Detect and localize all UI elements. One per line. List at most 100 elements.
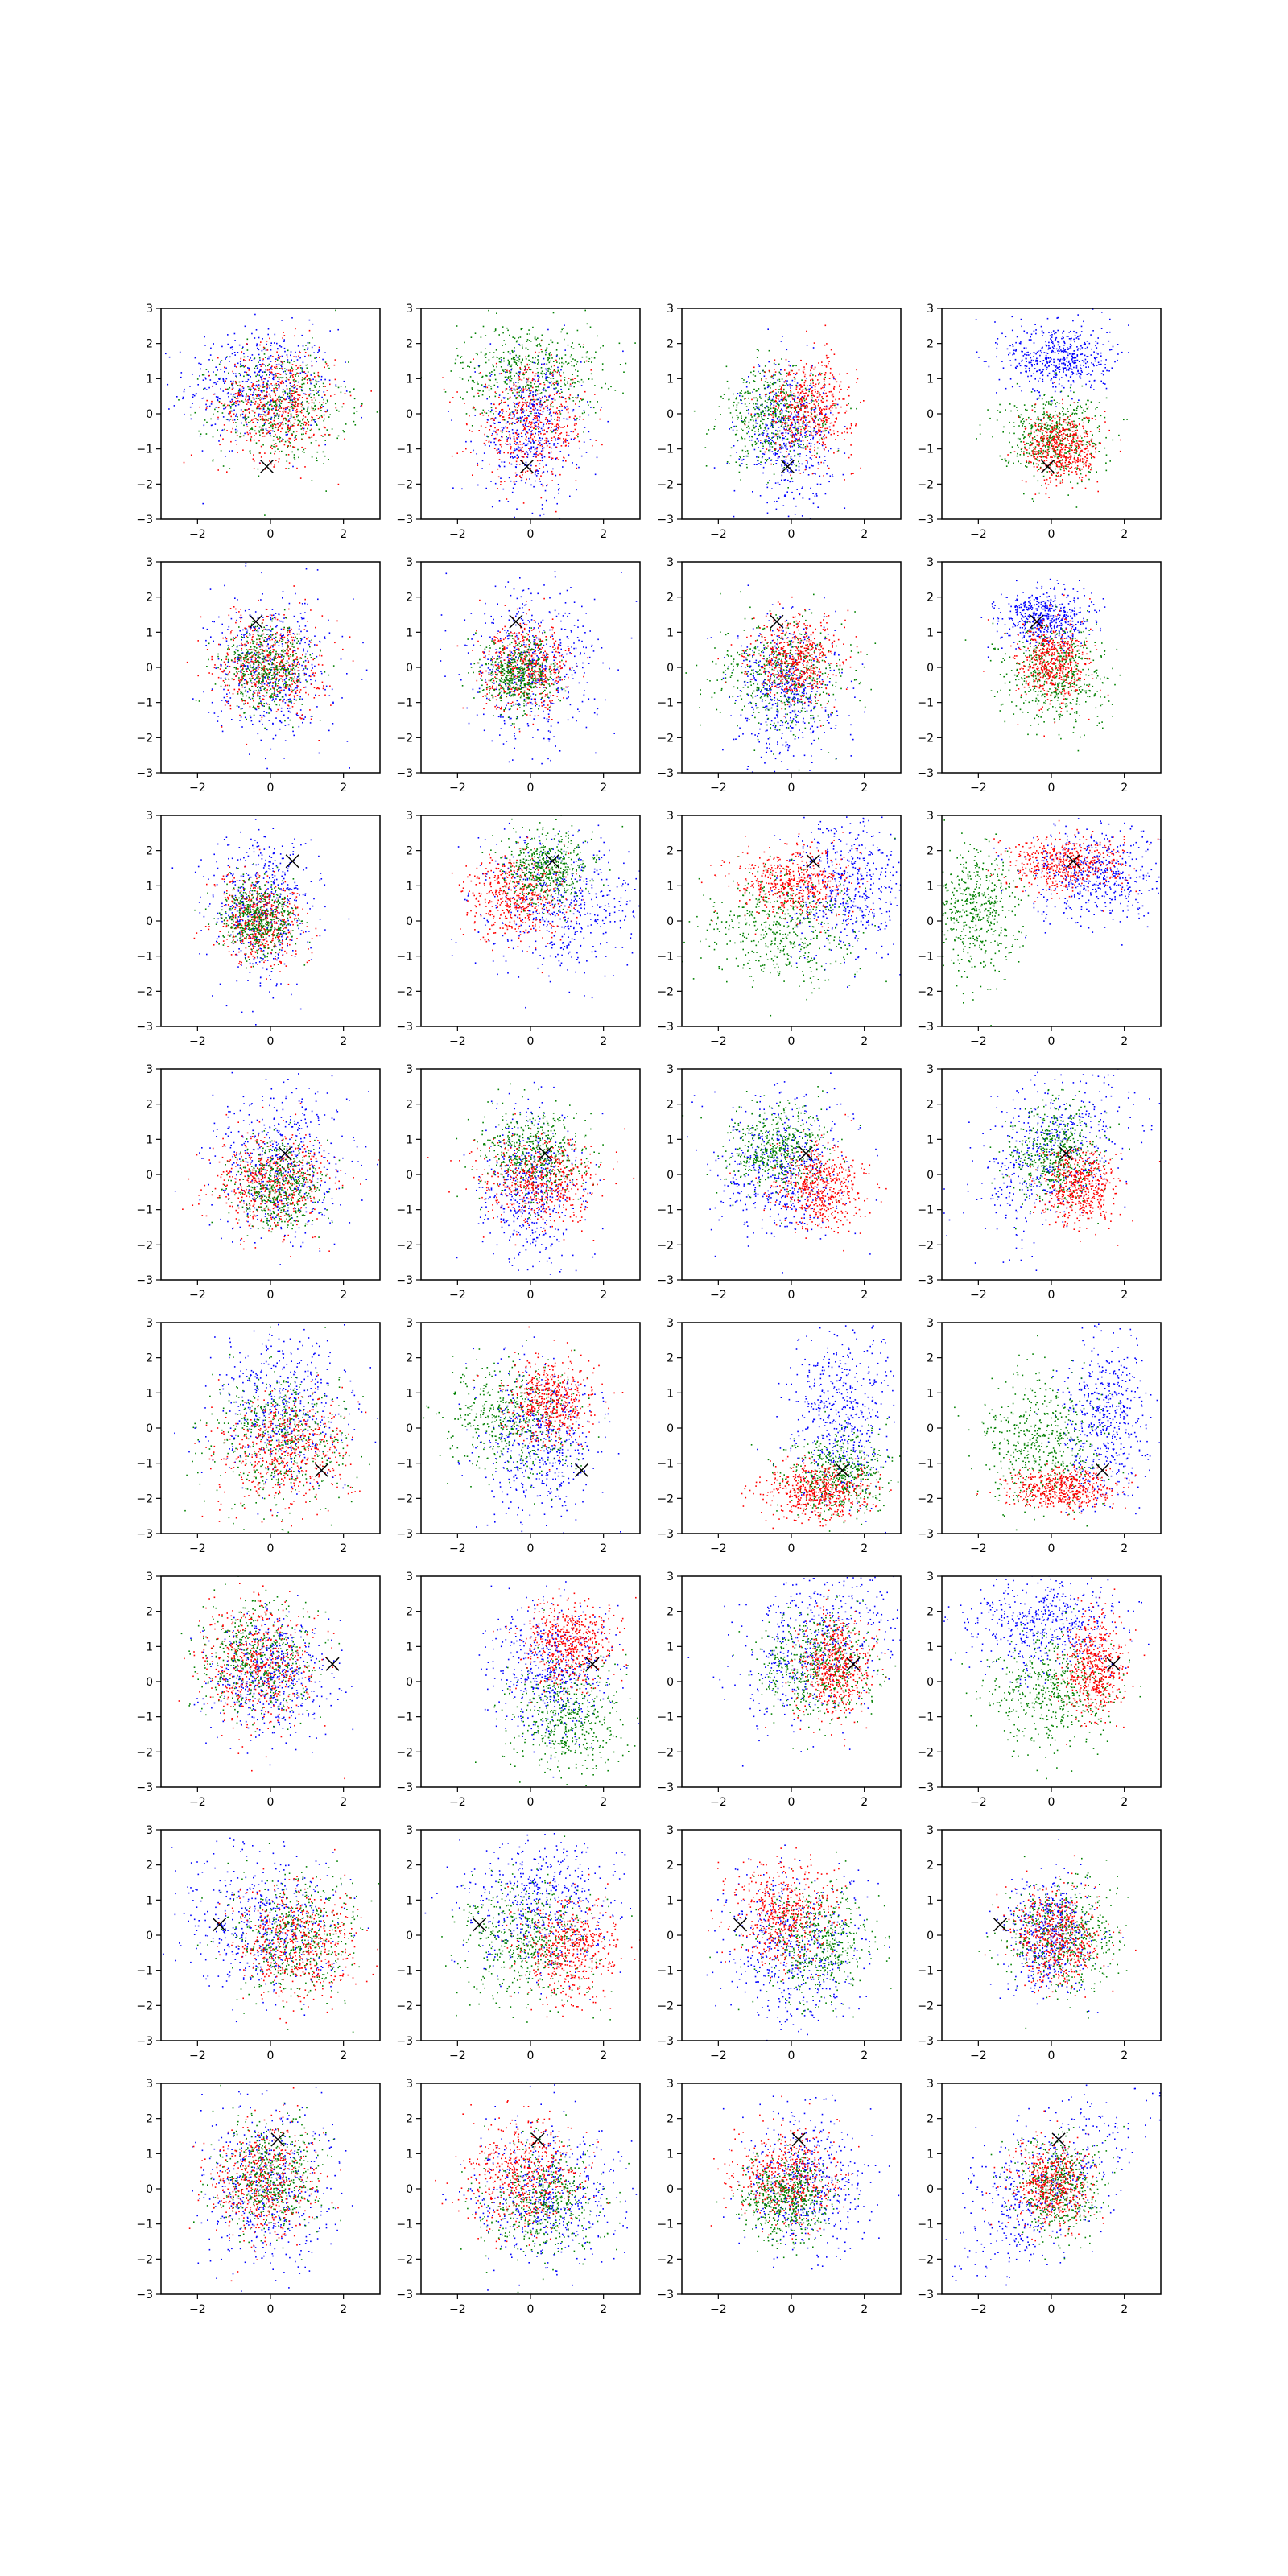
scatter-point — [1085, 366, 1087, 368]
scatter-point — [794, 514, 796, 515]
scatter-point — [240, 415, 242, 417]
scatter-point — [530, 390, 532, 392]
scatter-point — [538, 389, 539, 391]
scatter-point — [485, 335, 487, 336]
scatter-point — [328, 367, 330, 369]
scatter-point — [278, 403, 280, 406]
scatter-point — [793, 393, 795, 394]
scatter-point — [229, 411, 231, 413]
scatter-point — [272, 401, 275, 403]
scatter-point — [622, 392, 624, 394]
scatter-point — [803, 371, 805, 374]
scatter-point — [265, 419, 266, 422]
scatter-point — [594, 394, 596, 395]
scatter-point — [242, 387, 245, 389]
scatter-point — [489, 463, 490, 465]
scatter-point — [279, 386, 280, 387]
scatter-point — [781, 378, 783, 380]
scatter-point — [833, 387, 835, 390]
scatter-point — [557, 459, 559, 460]
scatter-point — [538, 356, 539, 357]
scatter-point — [800, 409, 802, 411]
scatter-point — [1097, 361, 1100, 364]
scatter-point — [311, 416, 312, 418]
scatter-point — [551, 354, 552, 356]
scatter-point — [180, 372, 183, 374]
scatter-point — [253, 439, 255, 441]
scatter-point — [475, 353, 477, 354]
scatter-point — [495, 411, 497, 412]
scatter-point — [312, 337, 313, 339]
scatter-point — [524, 464, 526, 466]
scatter-point — [499, 450, 502, 452]
scatter-point — [324, 411, 326, 412]
scatter-point — [1064, 350, 1066, 353]
scatter-point — [534, 436, 535, 438]
scatter-point — [832, 414, 834, 416]
scatter-point — [259, 407, 262, 410]
scatter-point — [516, 391, 518, 394]
scatter-point — [1052, 364, 1055, 366]
scatter-point — [245, 421, 247, 423]
scatter-point — [276, 414, 279, 416]
scatter-point — [568, 388, 570, 390]
scatter-point — [525, 366, 526, 369]
scatter-point — [493, 369, 496, 371]
scatter-point — [514, 472, 517, 474]
scatter-point — [770, 463, 772, 465]
scatter-point — [810, 445, 812, 447]
scatter-point — [317, 371, 320, 374]
scatter-point — [192, 374, 193, 375]
scatter-point — [824, 423, 827, 426]
scatter-point — [256, 395, 258, 397]
scatter-point — [769, 451, 771, 453]
scatter-point — [547, 420, 549, 423]
scatter-point — [270, 419, 272, 420]
scatter-point — [781, 412, 783, 414]
scatter-point — [504, 401, 506, 403]
scatter-point — [758, 414, 761, 416]
scatter-point — [511, 368, 513, 370]
scatter-point — [501, 436, 502, 438]
scatter-point — [282, 389, 284, 390]
scatter-point — [243, 366, 245, 368]
scatter-point — [741, 428, 742, 430]
scatter-point — [1042, 360, 1045, 361]
scatter-point — [302, 419, 303, 421]
scatter-point — [469, 361, 472, 363]
scatter-point — [783, 460, 785, 462]
scatter-point — [834, 404, 836, 407]
scatter-point — [775, 508, 778, 510]
scatter-point — [301, 383, 303, 386]
scatter-point — [536, 446, 539, 448]
scatter-point — [786, 399, 787, 402]
scatter-point — [811, 458, 812, 460]
scatter-point — [807, 389, 808, 391]
scatter-point — [770, 459, 773, 461]
scatter-point — [491, 371, 493, 373]
scatter-point — [224, 382, 225, 384]
scatter-point — [522, 408, 524, 410]
scatter-point — [518, 447, 521, 449]
scatter-point — [513, 481, 515, 483]
scatter-point — [301, 446, 303, 448]
scatter-point — [278, 415, 279, 417]
scatter-point — [538, 427, 539, 430]
scatter-point — [547, 381, 550, 383]
scatter-point — [499, 440, 502, 441]
scatter-point — [805, 460, 807, 461]
scatter-point — [797, 396, 799, 398]
scatter-point — [501, 399, 502, 402]
scatter-point — [487, 436, 489, 438]
scatter-point — [718, 406, 720, 407]
scatter-point — [280, 346, 283, 348]
scatter-point — [301, 370, 303, 372]
scatter-point — [778, 416, 780, 418]
scatter-point — [496, 365, 497, 368]
scatter-point — [529, 393, 530, 395]
scatter-point — [524, 423, 526, 424]
scatter-point — [572, 410, 574, 412]
scatter-point — [316, 424, 318, 426]
scatter-point — [542, 396, 543, 398]
scatter-point — [481, 468, 483, 469]
